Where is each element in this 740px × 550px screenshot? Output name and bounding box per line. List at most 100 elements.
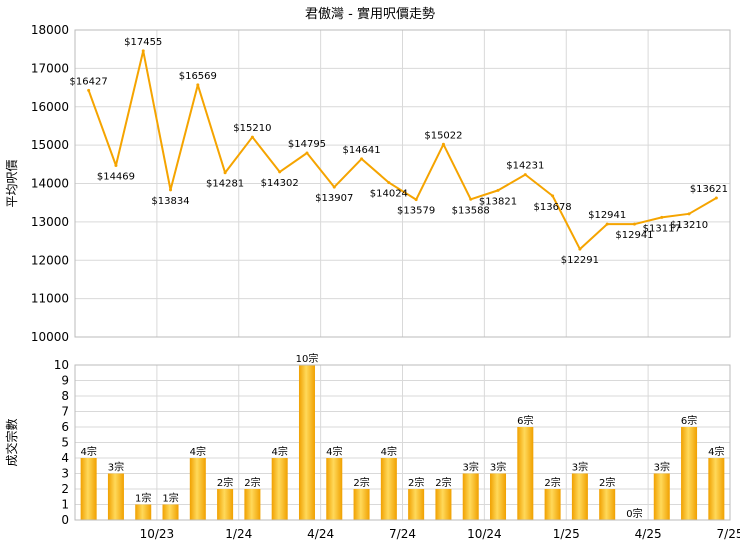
line-value-label: $14795: [288, 139, 326, 150]
line-value-label: $12941: [588, 210, 626, 221]
bar: [353, 489, 370, 520]
line-value-label: $13907: [315, 193, 353, 204]
bar: [544, 489, 561, 520]
bar: [462, 473, 479, 520]
y-tick-label: 10: [54, 358, 69, 372]
line-value-label: $14302: [261, 178, 299, 189]
x-tick-label: 7/25: [717, 527, 740, 541]
bar-value-label: 3宗: [463, 461, 479, 474]
bar: [298, 365, 315, 520]
x-tick-label: 10/23: [140, 527, 175, 541]
line-value-label: $16427: [70, 76, 108, 87]
y-tick-label: 8: [61, 389, 69, 403]
line-point: [387, 181, 391, 185]
line-point: [223, 171, 227, 175]
line-point: [196, 83, 200, 87]
line-point: [305, 151, 309, 155]
line-value-label: $13834: [151, 196, 189, 207]
bar: [571, 473, 588, 520]
bar: [408, 489, 425, 520]
line-point: [496, 188, 500, 192]
x-tick-label: 7/24: [389, 527, 416, 541]
bar-value-label: 3宗: [108, 461, 124, 474]
line-value-label: $15022: [424, 130, 462, 141]
bar-value-label: 1宗: [135, 492, 151, 505]
price-line: [87, 49, 717, 251]
y-tick-label: 11000: [31, 292, 69, 306]
bar-series: [80, 365, 725, 520]
line-value-label: $14231: [506, 161, 544, 172]
line-value-label: $13621: [690, 184, 728, 195]
line-value-label: $14281: [206, 179, 244, 190]
line-value-label: $13210: [670, 220, 708, 231]
line-point: [141, 49, 145, 53]
y-tick-label: 2: [61, 482, 69, 496]
x-tick-label: 4/24: [307, 527, 334, 541]
bar-chart-frame: [74, 364, 731, 521]
bar: [599, 489, 616, 520]
line-value-label: $13821: [479, 196, 517, 207]
bar: [708, 458, 725, 520]
y-tick-label: 6: [61, 420, 69, 434]
bar-value-label: 0宗: [626, 507, 642, 520]
bar-value-label: 4宗: [326, 445, 342, 458]
x-tick-label: 1/25: [553, 527, 580, 541]
line-point: [332, 185, 336, 189]
y-tick-label: 7: [61, 405, 69, 419]
line-point: [632, 222, 636, 226]
bar-value-label: 2宗: [599, 476, 615, 489]
bar-value-label: 2宗: [244, 476, 260, 489]
line-point: [714, 196, 718, 200]
y-tick-label: 12000: [31, 253, 69, 267]
y-tick-label: 15000: [31, 138, 69, 152]
y-tick-label: 1: [61, 498, 69, 512]
x-tick-label: 4/25: [635, 527, 662, 541]
bar: [326, 458, 343, 520]
line-value-label: $16569: [179, 71, 217, 82]
line-point: [660, 215, 664, 219]
bar-value-label: 6宗: [681, 414, 697, 427]
data-labels: 4宗 3宗 1宗 1宗 4宗 2宗 2宗 4宗 10宗 4宗 2宗 4宗 2宗 2宗 3宗 3宗 6宗 2宗 3宗 2…: [70, 37, 728, 520]
y-tick-label: 9: [61, 374, 69, 388]
line-point: [414, 198, 418, 202]
bar: [162, 504, 179, 520]
line-point: [360, 157, 364, 161]
x-tick-label: 1/24: [225, 527, 252, 541]
bar: [435, 489, 452, 520]
bar: [380, 458, 397, 520]
bar-value-label: 3宗: [572, 461, 588, 474]
y-tick-label: 4: [61, 451, 69, 465]
line-value-label: $14641: [342, 145, 380, 156]
y-tick-label: 16000: [31, 100, 69, 114]
bar: [80, 458, 97, 520]
line-value-label: $12941: [615, 230, 653, 241]
bar: [653, 473, 670, 520]
y-tick-label: 13000: [31, 215, 69, 229]
bar-value-label: 3宗: [654, 461, 670, 474]
bar: [681, 427, 698, 520]
line-point: [578, 247, 582, 251]
bar-value-label: 2宗: [408, 476, 424, 489]
line-value-label: $12291: [561, 255, 599, 266]
line-value-label: $14469: [97, 172, 135, 183]
y-tick-label: 14000: [31, 177, 69, 191]
bar-value-label: 2宗: [353, 476, 369, 489]
line-value-label: $17455: [124, 37, 162, 48]
bar-value-label: 4宗: [708, 445, 724, 458]
bar-value-label: 4宗: [381, 445, 397, 458]
line-point: [114, 164, 118, 168]
line-point: [278, 170, 282, 174]
bar: [107, 473, 124, 520]
line-value-label: $13588: [452, 205, 490, 216]
bar-value-label: 4宗: [272, 445, 288, 458]
line-point: [523, 173, 527, 177]
price-line-series: [87, 49, 718, 251]
bar: [244, 489, 261, 520]
line-point: [687, 212, 691, 216]
line-point: [441, 142, 445, 146]
bar-value-label: 1宗: [162, 492, 178, 505]
line-point: [605, 222, 609, 226]
y-tick-label: 10000: [31, 330, 69, 344]
y-axis-title: 成交宗數: [4, 418, 19, 466]
